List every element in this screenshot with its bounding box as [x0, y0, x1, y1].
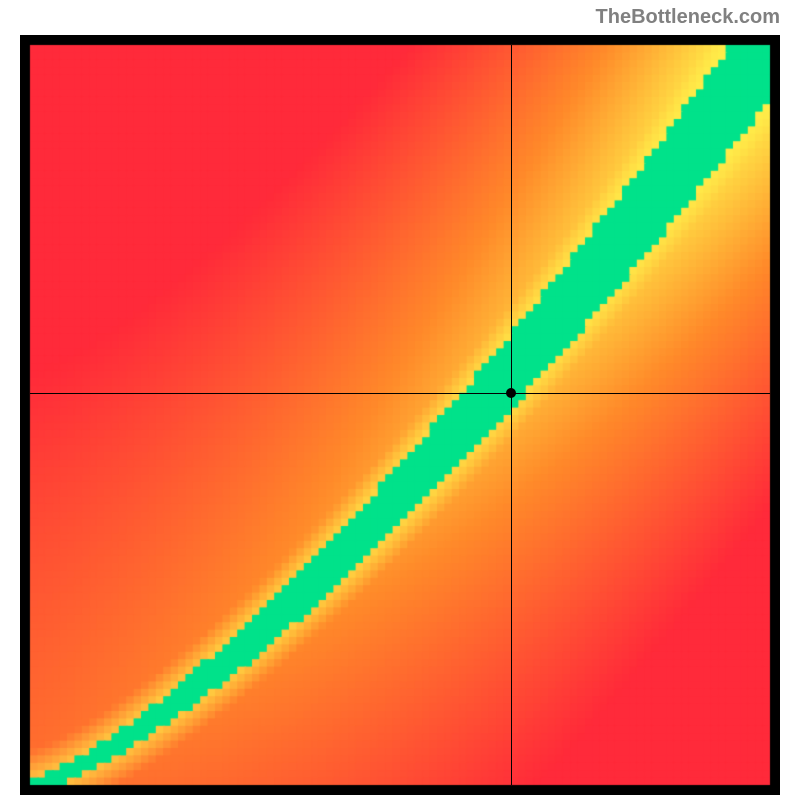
watermark-text: TheBottleneck.com [596, 6, 780, 29]
heatmap-canvas [20, 35, 780, 795]
bottleneck-heatmap [20, 35, 780, 795]
